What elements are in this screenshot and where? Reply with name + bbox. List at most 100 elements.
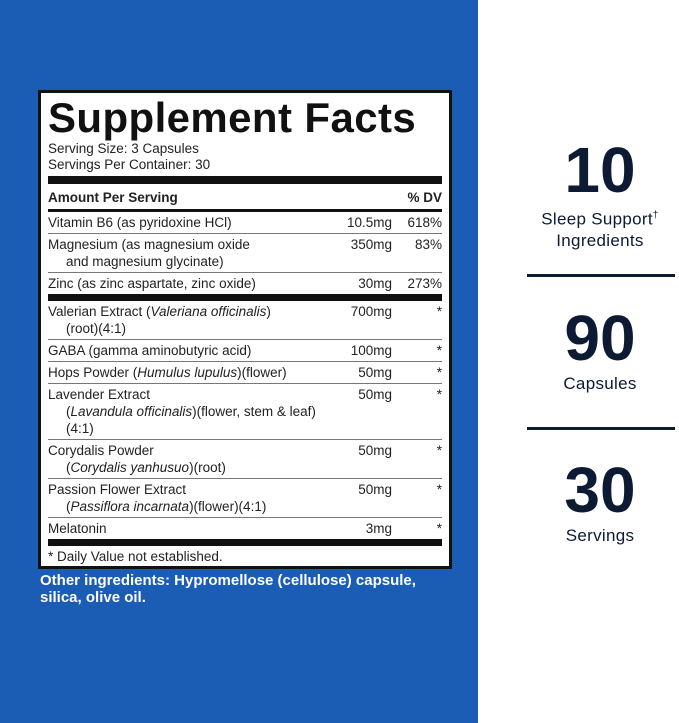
serving-size: Serving Size: 3 Capsules	[48, 141, 199, 156]
name-text: )(flower)(4:1)	[189, 499, 267, 514]
divider	[48, 209, 442, 212]
amount: 100mg	[350, 343, 392, 358]
row: Hops Powder (Humulus lupulus)(flower) 50m…	[48, 362, 442, 384]
divider	[48, 539, 442, 546]
ingredient-name: Corydalis Powder (Corydalis yanhusuo)(roo…	[48, 442, 322, 476]
daily-value: *	[436, 482, 442, 497]
name-text: Passiflora incarnata	[70, 499, 190, 514]
stat-number: 30	[564, 454, 636, 526]
row: GABA (gamma aminobutyric acid) 100mg *	[48, 340, 442, 362]
amount: 350mg	[350, 237, 392, 252]
name-line: GABA (gamma aminobutyric acid)	[48, 342, 322, 359]
name-text: (root)(4:1)	[66, 321, 127, 336]
row: Valerian Extract (Valeriana officinalis)…	[48, 301, 442, 340]
name-text: (	[66, 460, 71, 475]
footnote-mark: †	[652, 210, 659, 221]
amount: 50mg	[358, 443, 392, 458]
name-text: Melatonin	[48, 521, 107, 536]
daily-value: 618%	[407, 215, 442, 230]
ingredient-name: Valerian Extract (Valeriana officinalis)…	[48, 303, 322, 337]
name-line: Passion Flower Extract	[48, 481, 322, 498]
name-text: Humulus lupulus	[137, 365, 238, 380]
stat-label: Servings	[525, 525, 675, 546]
name-text: Valerian Extract (	[48, 304, 151, 319]
divider	[48, 294, 442, 301]
daily-value: 273%	[407, 276, 442, 291]
ingredient-name: Lavender Extract (Lavandula officinalis)(…	[48, 386, 322, 437]
stat-label: Capsules	[525, 373, 675, 394]
amount: 50mg	[358, 365, 392, 380]
name-text: Magnesium (as magnesium oxide	[48, 237, 250, 252]
stat-label: Sleep Support†	[525, 205, 675, 230]
stat-label: Ingredients	[525, 230, 675, 251]
daily-value: *	[436, 365, 442, 380]
row: Corydalis Powder (Corydalis yanhusuo)(roo…	[48, 440, 442, 479]
row: Vitamin B6 (as pyridoxine HCl) 10.5mg 618%	[48, 212, 442, 234]
amount: 700mg	[350, 304, 392, 319]
name-text: GABA (gamma aminobutyric acid)	[48, 343, 252, 358]
label-text: Ingredients	[556, 230, 644, 250]
header: % DV	[407, 190, 442, 205]
name-text: )(flower, stem & leaf)(4:1)	[66, 404, 316, 436]
daily-value: *	[436, 521, 442, 536]
ingredient-name: Melatonin	[48, 520, 322, 537]
name-text: )(flower)	[237, 365, 287, 380]
label-text: Capsules	[563, 374, 637, 393]
amount: 30mg	[358, 276, 392, 291]
name-line: Hops Powder (Humulus lupulus)(flower)	[48, 364, 322, 381]
daily-value: *	[436, 304, 442, 319]
name-text: )	[266, 304, 271, 319]
name-text: Lavandula officinalis	[70, 404, 193, 419]
name-line: Magnesium (as magnesium oxide	[48, 236, 322, 253]
name-line: and magnesium glycinate)	[48, 253, 322, 270]
amount: 50mg	[358, 482, 392, 497]
name-text: Vitamin B6 (as pyridoxine HCl)	[48, 215, 232, 230]
label-text: Servings	[565, 526, 635, 545]
ingredient-name: Vitamin B6 (as pyridoxine HCl)	[48, 214, 322, 231]
label-text: Sleep Support	[541, 209, 653, 229]
ingredient-name: Hops Powder (Humulus lupulus)(flower)	[48, 364, 322, 381]
name-text: )(root)	[189, 460, 226, 475]
name-line: (Corydalis yanhusuo)(root)	[48, 459, 322, 476]
name-text: and magnesium glycinate)	[66, 254, 224, 269]
stat-number: 10	[564, 134, 636, 206]
name-text: Valeriana officinalis	[150, 304, 267, 319]
amount: 3mg	[365, 521, 392, 536]
name-text: (	[66, 404, 71, 419]
name-line: Melatonin	[48, 520, 322, 537]
ingredient-name: Magnesium (as magnesium oxide and magnesi…	[48, 236, 322, 270]
name-text: Hops Powder (	[48, 365, 138, 380]
daily-value: *	[436, 443, 442, 458]
row: Melatonin 3mg *	[48, 518, 442, 539]
name-line: (Passiflora incarnata)(flower)(4:1)	[48, 498, 322, 515]
divider	[527, 274, 675, 277]
name-text: Lavender Extract	[48, 387, 151, 402]
amount: 10.5mg	[346, 215, 392, 230]
divider	[527, 427, 675, 430]
header-row: Amount Per Serving % DV	[48, 186, 442, 209]
divider	[48, 176, 442, 184]
daily-value: 83%	[414, 237, 442, 252]
stat: 90 Capsules	[525, 303, 675, 394]
name-text: Passion Flower Extract	[48, 482, 187, 497]
name-line: (Lavandula officinalis)(flower, stem & l…	[48, 403, 322, 437]
row: Lavender Extract (Lavandula officinalis)(…	[48, 384, 442, 440]
name-text: Corydalis Powder	[48, 443, 154, 458]
footnote: * Daily Value not established.	[48, 549, 223, 564]
row: Zinc (as zinc aspartate, zinc oxide) 30mg…	[48, 273, 442, 294]
supplement-facts: Supplement Facts Serving Size: 3 Capsule…	[38, 90, 452, 569]
rows: Vitamin B6 (as pyridoxine HCl) 10.5mg 618%…	[48, 212, 442, 546]
name-text: Zinc (as zinc aspartate, zinc oxide)	[48, 276, 256, 291]
ingredient-name: GABA (gamma aminobutyric acid)	[48, 342, 322, 359]
stat: 10 Sleep Support† Ingredients	[525, 135, 675, 251]
stat-number: 90	[564, 302, 636, 374]
name-line: Corydalis Powder	[48, 442, 322, 459]
name-line: Lavender Extract	[48, 386, 322, 403]
daily-value: *	[436, 387, 442, 402]
row: Magnesium (as magnesium oxide and magnesi…	[48, 234, 442, 273]
row: Passion Flower Extract (Passiflora incarn…	[48, 479, 442, 518]
header: Amount Per Serving	[48, 190, 178, 205]
servings: Servings Per Container: 30	[48, 157, 211, 172]
amount: 50mg	[358, 387, 392, 402]
